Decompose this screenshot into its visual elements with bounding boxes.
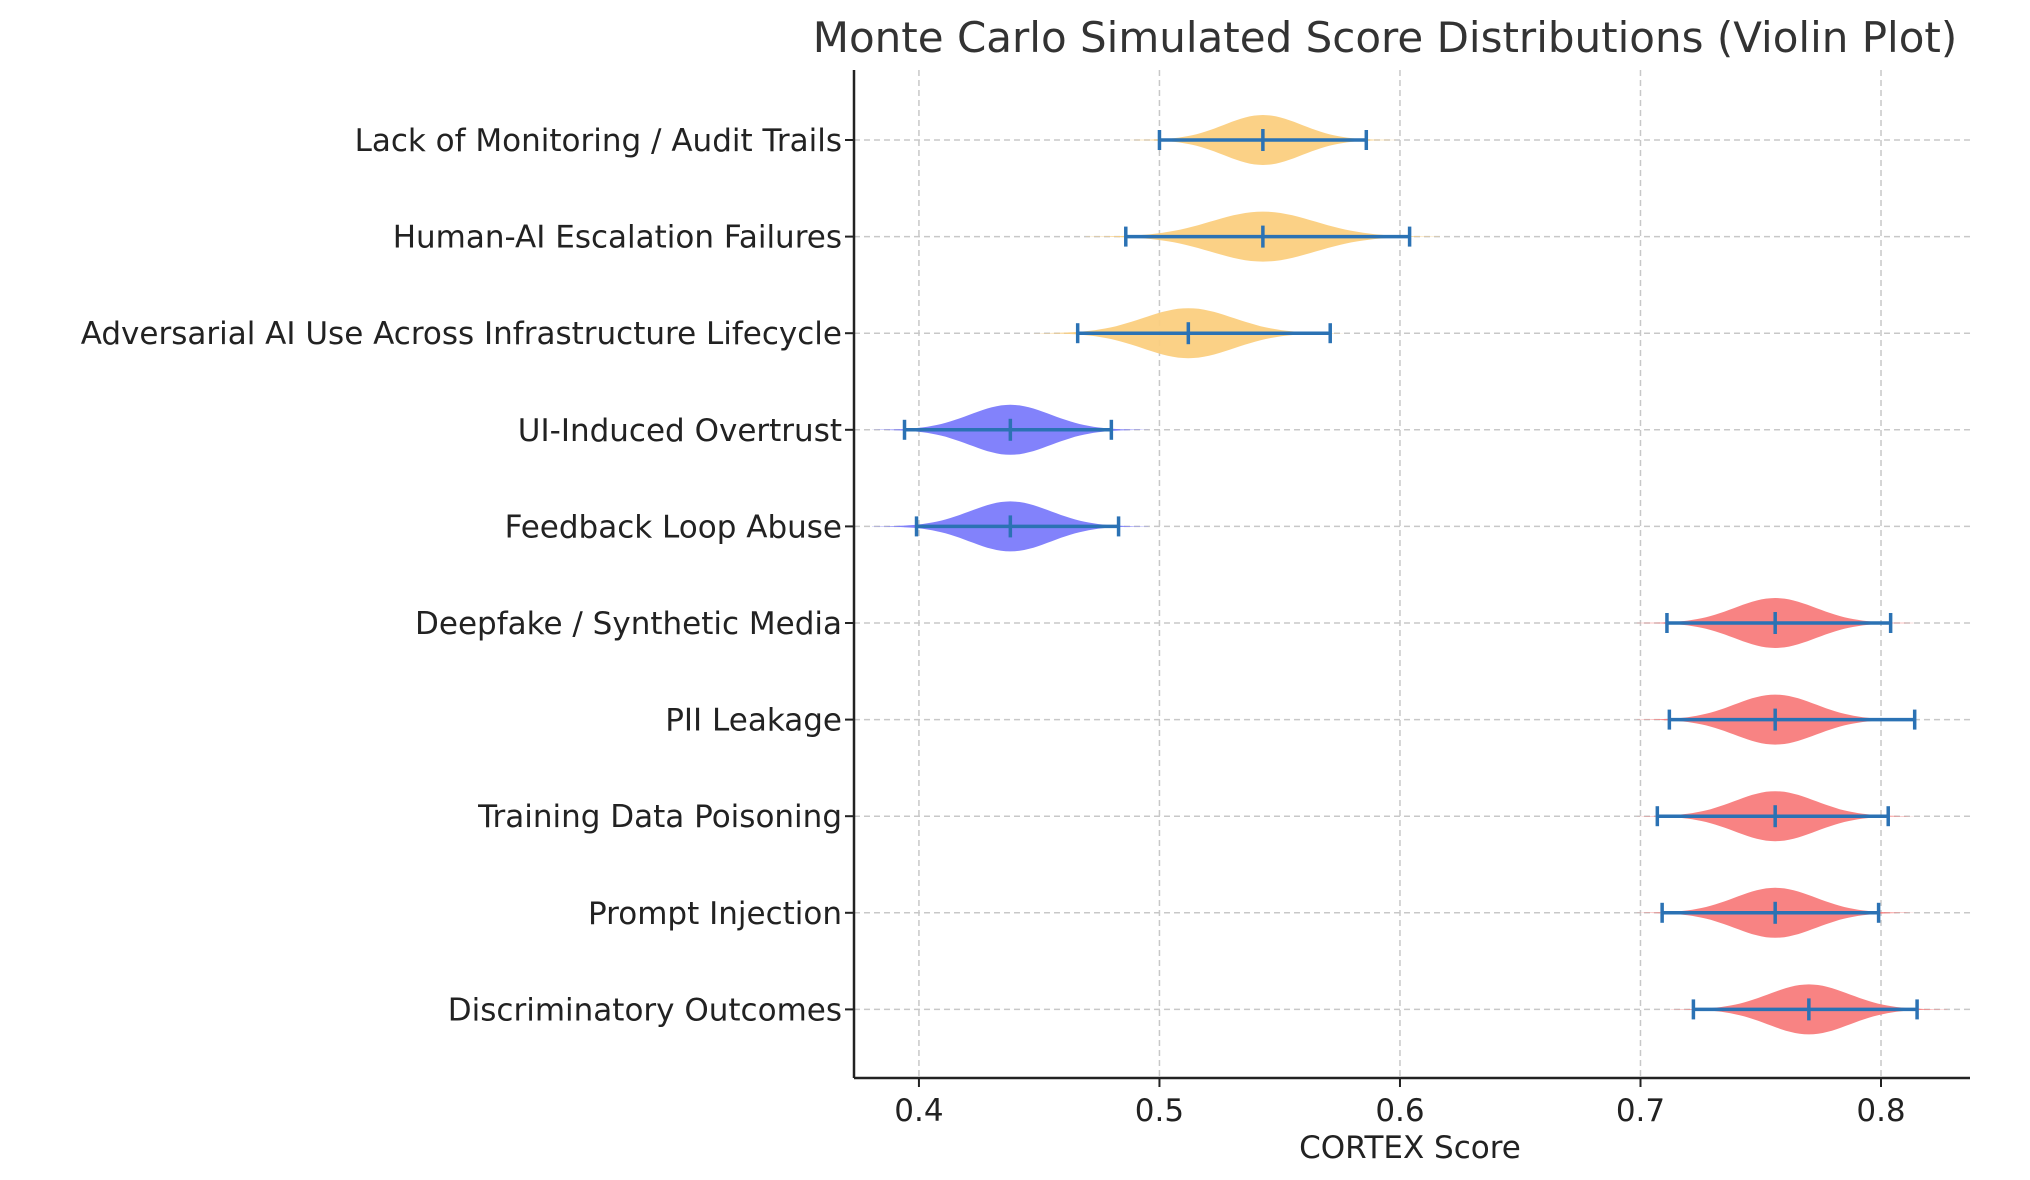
y-tick-label: Deepfake / Synthetic Media (415, 606, 842, 642)
x-tick-label: 0.8 (1856, 1093, 1905, 1129)
y-tick-label: Lack of Monitoring / Audit Trails (355, 123, 842, 159)
y-tick-label: Human-AI Escalation Failures (393, 220, 842, 256)
y-tick-label: UI-Induced Overtrust (518, 413, 842, 449)
y-axis-labels: Lack of Monitoring / Audit Trails Human-A… (81, 123, 854, 1028)
y-tick-label: Feedback Loop Abuse (505, 509, 842, 545)
x-tick-label: 0.7 (1616, 1093, 1665, 1129)
y-tick-label: Adversarial AI Use Across Infrastructure… (81, 316, 842, 352)
x-tick-label: 0.6 (1375, 1093, 1424, 1129)
x-axis-title: CORTEX Score (1299, 1130, 1521, 1166)
chart-title: Monte Carlo Simulated Score Distribution… (813, 13, 1958, 62)
y-tick-label: Prompt Injection (588, 896, 842, 932)
y-tick-label: PII Leakage (665, 703, 842, 739)
x-tick-label: 0.4 (894, 1093, 943, 1129)
y-tick-label: Training Data Poisoning (477, 799, 842, 835)
x-axis-ticks: 0.4 0.5 0.6 0.7 0.8 (894, 1078, 1906, 1129)
y-tick-label: Discriminatory Outcomes (448, 992, 842, 1028)
violins (872, 115, 1948, 1035)
range-lines (902, 129, 1919, 1021)
x-tick-label: 0.5 (1135, 1093, 1184, 1129)
